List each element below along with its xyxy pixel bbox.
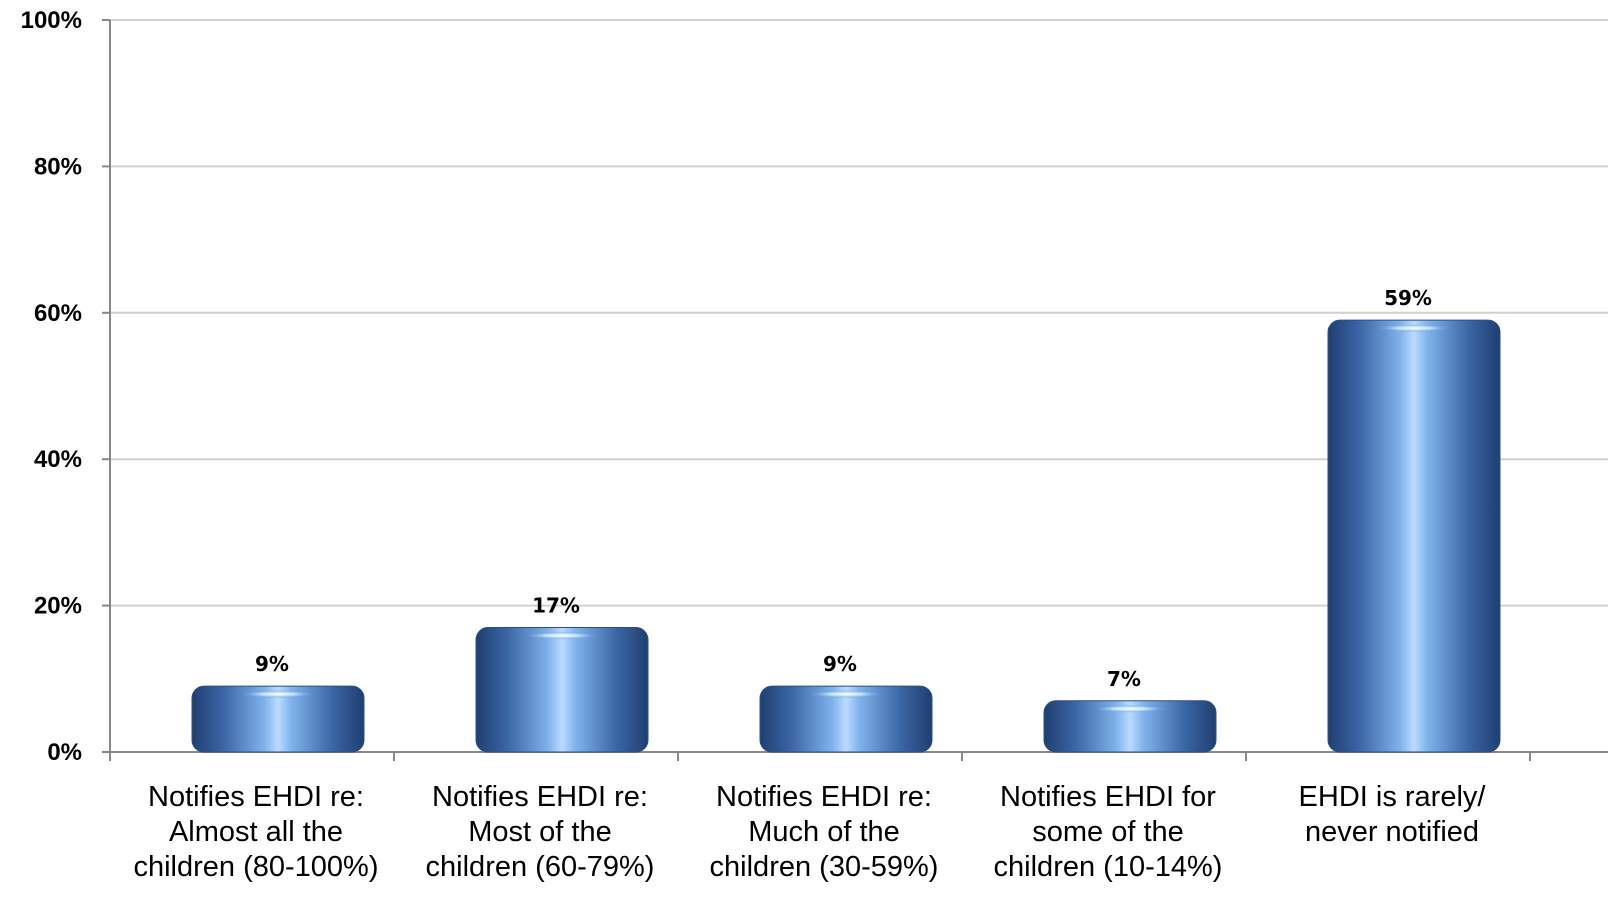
category-label: children (60-79%)	[426, 851, 655, 883]
data-label: 17%	[532, 594, 580, 618]
category-label: Much of the	[748, 816, 900, 848]
y-tick-label: 100%	[21, 7, 82, 34]
category-label: Notifies EHDI re:	[148, 781, 364, 813]
y-tick-label: 0%	[47, 739, 82, 766]
category-label: Most of the	[468, 816, 611, 848]
data-label: 59%	[1384, 286, 1432, 310]
category-label: EHDI is rarely/	[1299, 781, 1487, 813]
y-tick-label: 80%	[34, 153, 82, 180]
bar	[1327, 319, 1501, 753]
category-label: Notifies EHDI re:	[432, 781, 648, 813]
bar-highlight	[240, 690, 316, 699]
bar	[759, 685, 933, 753]
labels: 0%20%40%60%80%100%9%Notifies EHDI re:Alm…	[21, 7, 1487, 883]
category-label: children (30-59%)	[710, 851, 939, 883]
category-label: some of the	[1032, 816, 1184, 848]
bar-highlight	[1092, 704, 1168, 713]
y-tick-label: 60%	[34, 300, 82, 327]
y-tick-label: 20%	[34, 593, 82, 620]
category-label: Notifies EHDI re:	[716, 781, 932, 813]
bar	[475, 627, 649, 753]
bar	[191, 685, 365, 753]
category-label: Notifies EHDI for	[1000, 781, 1216, 813]
y-tick-label: 40%	[34, 446, 82, 473]
bar-highlight	[1376, 324, 1452, 333]
bar	[1043, 700, 1217, 753]
category-label: never notified	[1305, 816, 1479, 848]
bar-highlight	[808, 690, 884, 699]
data-label: 7%	[1107, 667, 1141, 691]
category-label: children (80-100%)	[133, 851, 378, 883]
category-label: children (10-14%)	[994, 851, 1223, 883]
bars	[191, 319, 1501, 753]
bar-highlight	[524, 631, 600, 640]
data-label: 9%	[823, 652, 857, 676]
data-label: 9%	[255, 652, 289, 676]
category-label: Almost all the	[169, 816, 343, 848]
